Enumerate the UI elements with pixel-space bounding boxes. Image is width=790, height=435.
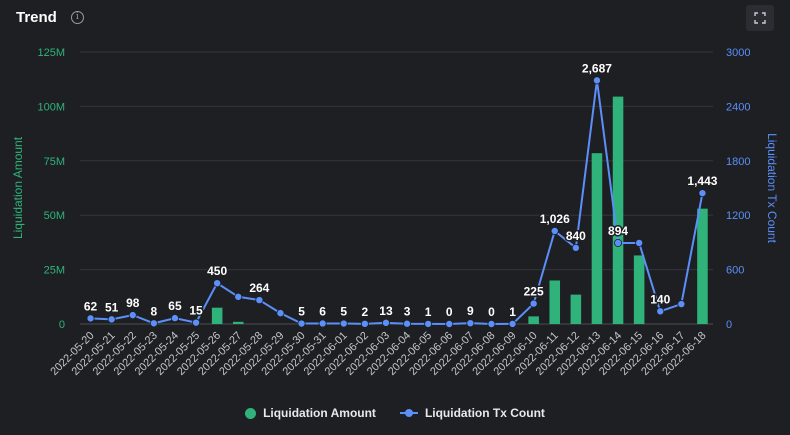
legend-amount-label: Liquidation Amount <box>263 406 376 420</box>
point-count <box>698 189 707 198</box>
data-label-count: 1 <box>425 305 432 319</box>
bar-amount <box>570 294 582 324</box>
point-count <box>297 319 306 328</box>
bar-amount <box>549 280 561 324</box>
data-label-count: 140 <box>650 292 670 306</box>
y-left-tick-label: 75M <box>44 156 65 168</box>
point-count <box>170 314 179 323</box>
point-count <box>192 318 201 327</box>
point-count <box>592 76 601 85</box>
point-count <box>276 309 285 318</box>
point-count <box>677 300 686 309</box>
data-label-count: 2,687 <box>582 61 612 75</box>
data-label-count: 9 <box>467 304 474 318</box>
point-count <box>445 319 454 328</box>
bar-amount <box>612 96 624 324</box>
data-label-count: 264 <box>249 281 269 295</box>
point-count <box>107 315 116 324</box>
y-right-tick-label: 2400 <box>726 101 750 113</box>
bar-amount <box>232 321 244 324</box>
y-left-tick-label: 25M <box>44 265 65 277</box>
point-count <box>529 299 538 308</box>
point-count <box>318 319 327 328</box>
data-label-count: 3 <box>404 305 411 319</box>
y-right-tick-label: 3000 <box>726 47 750 59</box>
point-count <box>381 318 390 327</box>
bar-amount <box>211 307 223 324</box>
data-label-count: 0 <box>446 305 453 319</box>
expand-button[interactable] <box>746 5 774 31</box>
data-label-count: 8 <box>151 304 158 318</box>
data-label-count: 51 <box>105 300 119 314</box>
data-label-count: 5 <box>298 305 305 319</box>
point-count <box>234 292 243 301</box>
y-right-tick-label: 0 <box>726 319 732 331</box>
data-label-count: 450 <box>207 264 227 278</box>
legend-item-amount[interactable]: Liquidation Amount <box>245 406 376 420</box>
y-right-tick-label: 1200 <box>726 210 750 222</box>
data-label-count: 1,443 <box>687 174 717 188</box>
y-right-axis-title: Liquidation Tx Count <box>765 133 779 244</box>
point-count <box>656 307 665 316</box>
data-label-count: 2 <box>362 305 369 319</box>
data-label-count: 13 <box>379 304 393 318</box>
legend-count-label: Liquidation Tx Count <box>424 406 545 420</box>
point-count <box>255 296 264 305</box>
legend-count-swatch <box>399 409 418 417</box>
y-left-tick-label: 125M <box>37 47 65 59</box>
data-label-count: 6 <box>319 304 326 318</box>
point-count <box>403 319 412 328</box>
point-count <box>86 314 95 323</box>
y-left-axis-title: Liquidation Amount <box>11 136 25 239</box>
legend-item-count[interactable]: Liquidation Tx Count <box>399 406 545 420</box>
data-label-count: 5 <box>340 305 347 319</box>
info-icon[interactable]: i <box>70 11 84 24</box>
point-count <box>149 319 158 328</box>
point-count <box>487 319 496 328</box>
bar-amount <box>697 208 708 324</box>
chart-title: Trend <box>16 9 57 26</box>
data-label-count: 0 <box>488 305 495 319</box>
legend: Liquidation Amount Liquidation Tx Count <box>0 406 790 420</box>
data-label-count: 894 <box>608 224 628 238</box>
point-count <box>508 319 517 328</box>
point-count <box>339 319 348 328</box>
point-count <box>424 319 433 328</box>
point-count <box>571 243 580 252</box>
y-right-tick-label: 1800 <box>726 156 750 168</box>
y-left-tick-label: 100M <box>37 101 65 113</box>
y-right-tick-label: 600 <box>726 265 744 277</box>
point-count <box>360 319 369 328</box>
point-count <box>614 238 623 247</box>
point-count <box>635 238 644 247</box>
data-label-count: 1 <box>509 305 516 319</box>
line-count-series <box>90 80 704 326</box>
bar-amount <box>591 153 603 324</box>
point-count <box>213 279 222 288</box>
bar-amount <box>528 316 539 324</box>
data-label-count: 1,026 <box>540 212 570 226</box>
data-label-count: 15 <box>189 304 203 318</box>
chart-header: Trend i <box>16 9 84 26</box>
data-label-count: 840 <box>566 229 586 243</box>
point-count <box>466 319 475 328</box>
legend-amount-swatch <box>245 407 257 419</box>
data-label-count: 225 <box>524 285 544 299</box>
data-label-count: 98 <box>126 296 140 310</box>
point-count <box>128 311 137 320</box>
bar-amount <box>633 255 645 324</box>
data-label-count: 65 <box>168 299 182 313</box>
point-count <box>550 226 559 235</box>
chart-area: 025M50M75M100M125M06001200180024003000Li… <box>11 47 779 378</box>
expand-icon <box>754 12 766 24</box>
data-label-count: 62 <box>84 299 98 313</box>
y-left-tick-label: 50M <box>44 210 65 222</box>
y-left-tick-label: 0 <box>59 319 65 331</box>
